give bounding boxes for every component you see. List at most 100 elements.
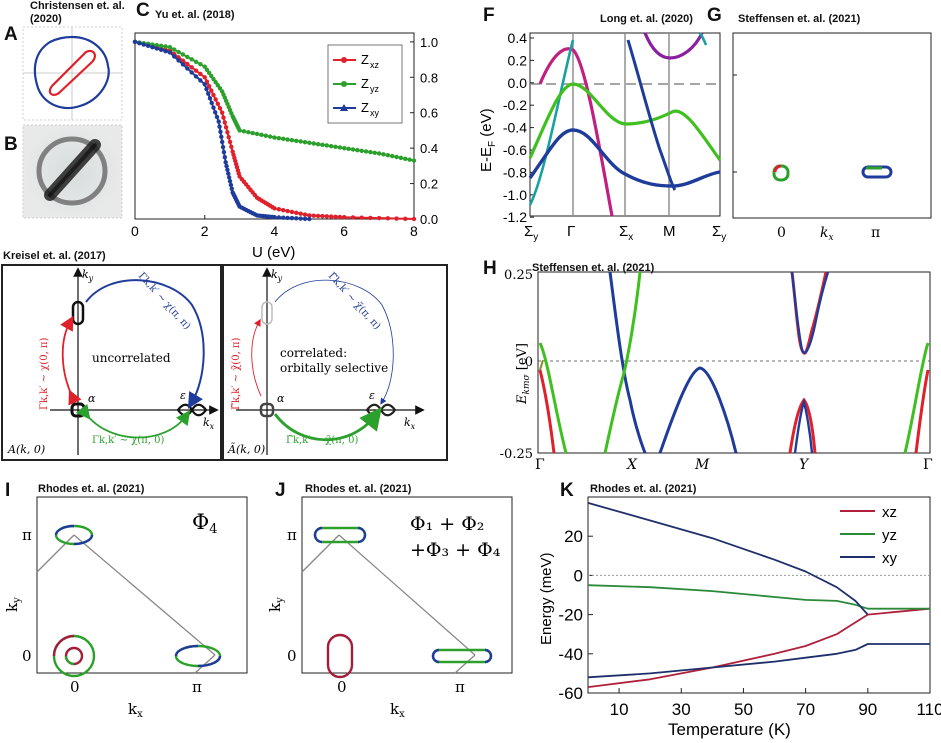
f-y-tick-label: -0.4 (503, 120, 527, 136)
g-x-tick-label: 0 (777, 225, 786, 241)
f-band-blue (528, 128, 721, 188)
c-point-Zyz (342, 145, 347, 151)
c-point-Zxy (167, 50, 173, 55)
k-series-xz (587, 607, 931, 688)
f-y-tick-label: 0.2 (508, 52, 528, 68)
panel-f: 0.4 0.2 0.0 -0.2 -0.4 -0.6 -0.8 -1.0 -1.2 Σy Γ Σx M… (478, 30, 726, 243)
f-x-tick-label: M (663, 223, 676, 240)
c-y-ticks: 0.0 0.2 0.4 0.6 0.8 1.0 (410, 35, 438, 227)
c-point-Zyz (209, 73, 214, 79)
fermi-surface-inner (48, 49, 96, 96)
c-point-Zxy (281, 215, 286, 220)
panel-i: Φ4 π 0 0 π ky kx (3, 496, 248, 720)
c-x-tick-label: 8 (410, 223, 418, 239)
h-y-tick-label: 0.25 (504, 268, 533, 283)
f-x-tick-label: Σy (524, 223, 538, 243)
c-point-Zyz (154, 42, 159, 48)
c-point-Zxy (202, 82, 207, 87)
c-point-Zxy (226, 171, 231, 176)
c-point-Zyz (167, 44, 173, 50)
c-point-Zyz (298, 139, 303, 144)
panel-g: 0 kx π (732, 32, 932, 243)
c-point-Zyz (381, 152, 386, 157)
c-point-Zxz (223, 125, 229, 130)
panel-label-h: H (483, 258, 497, 279)
svg-text:+Φ₃ + Φ₄: +Φ₃ + Φ₄ (410, 539, 501, 561)
panel-label-a: A (4, 24, 18, 45)
c-point-Zyz (213, 79, 218, 85)
c-point-Zyz (241, 129, 247, 134)
c-y-tick-label: 1.0 (420, 35, 438, 50)
citation-a: Christensen et. al. (2020) (30, 0, 125, 25)
svg-text:ε: ε (180, 389, 186, 402)
c-point-Zxy (198, 78, 203, 83)
c-point-Zxy (180, 62, 186, 67)
c-point-Zxy (206, 91, 211, 96)
c-point-Zxz (215, 101, 221, 107)
svg-text:Z: Z (361, 100, 369, 115)
c-point-Zyz (180, 52, 186, 57)
c-point-Zyz (176, 49, 181, 55)
c-point-Zxy (224, 163, 229, 169)
g-x-tick-label: π (871, 225, 880, 241)
citation-d: Kreisel et. al. (2017) (3, 250, 106, 262)
panel-label-c: C (136, 0, 150, 21)
c-point-Zxy (228, 182, 234, 188)
svg-text:Γk,k′ ∼ χ(0, π): Γk,k′ ∼ χ(0, π) (39, 338, 50, 410)
k-series-yz (587, 584, 930, 610)
svg-text:ky: ky (271, 268, 283, 283)
c-point-Zxz (189, 65, 194, 70)
c-point-Zyz (390, 153, 395, 159)
c-point-Zxz (337, 214, 343, 220)
k-x-tick-label: 30 (672, 700, 691, 719)
c-point-Zxy (176, 58, 181, 63)
c-point-Zxy (214, 114, 220, 120)
c-point-Zxy (227, 178, 233, 184)
panel-h: 0.25 0 -0.25 Γ X M Y Γ Ekmσ [eV] (500, 268, 933, 473)
c-point-Zxy (132, 39, 138, 45)
c-point-Zxz (324, 214, 330, 219)
svg-text:0: 0 (22, 647, 32, 665)
panel-d: ky kx uncorrelated α ε A(k, 0) Γk,k′ ∼ χ… (1, 264, 222, 461)
svg-text:ε: ε (369, 389, 375, 402)
c-point-Zxy (276, 215, 282, 220)
c-point-Zxz (219, 110, 225, 115)
citation-h: Steffensen et. al. (2021) (532, 262, 655, 274)
h-x-tick-label: Y (799, 457, 810, 473)
c-point-Zxy (145, 43, 151, 49)
c-point-Zxy (225, 167, 230, 173)
c-y-tick-label: 0.2 (420, 177, 438, 192)
c-point-Zxy (137, 40, 142, 46)
c-point-Zyz (302, 139, 308, 145)
c-point-Zxz (185, 61, 190, 67)
c-point-Zyz (394, 154, 399, 160)
c-point-Zyz (368, 149, 373, 155)
c-point-Zxy (294, 216, 299, 221)
c-point-Zyz (285, 137, 290, 142)
panel-j: Φ₁ + Φ₂ +Φ₃ + Φ₄ π 0 0 π ky kx (266, 496, 513, 720)
svg-text:yz: yz (370, 84, 380, 94)
c-point-Zxy (158, 47, 164, 53)
k-ylabel: Energy (meV) (538, 552, 555, 645)
c-point-Zxy (218, 129, 223, 134)
panel-label-b: B (4, 134, 18, 155)
svg-text:Ã(k, 0): Ã(k, 0) (227, 442, 265, 456)
svg-text:kx: kx (404, 416, 416, 431)
c-point-Zxz (285, 208, 290, 214)
c-x-tick-label: 0 (131, 223, 139, 239)
c-point-Zyz (324, 143, 330, 148)
k-y-tick-label: -40 (558, 645, 583, 664)
c-point-Zxz (180, 58, 186, 63)
svg-text:xy: xy (882, 550, 898, 567)
c-y-tick-label: 0.4 (420, 141, 438, 156)
k-series-xy_lower (587, 643, 930, 679)
svg-text:xy: xy (370, 108, 380, 118)
c-point-Zxz (328, 214, 334, 219)
c-point-Zxy (223, 160, 228, 165)
f-y-tick-label: -0.6 (503, 142, 527, 158)
c-point-Zxz (320, 213, 325, 219)
k-legend: xz yz xy (840, 504, 898, 567)
c-point-Zyz (281, 136, 286, 142)
h-x-tick-label: Γ (923, 457, 933, 473)
